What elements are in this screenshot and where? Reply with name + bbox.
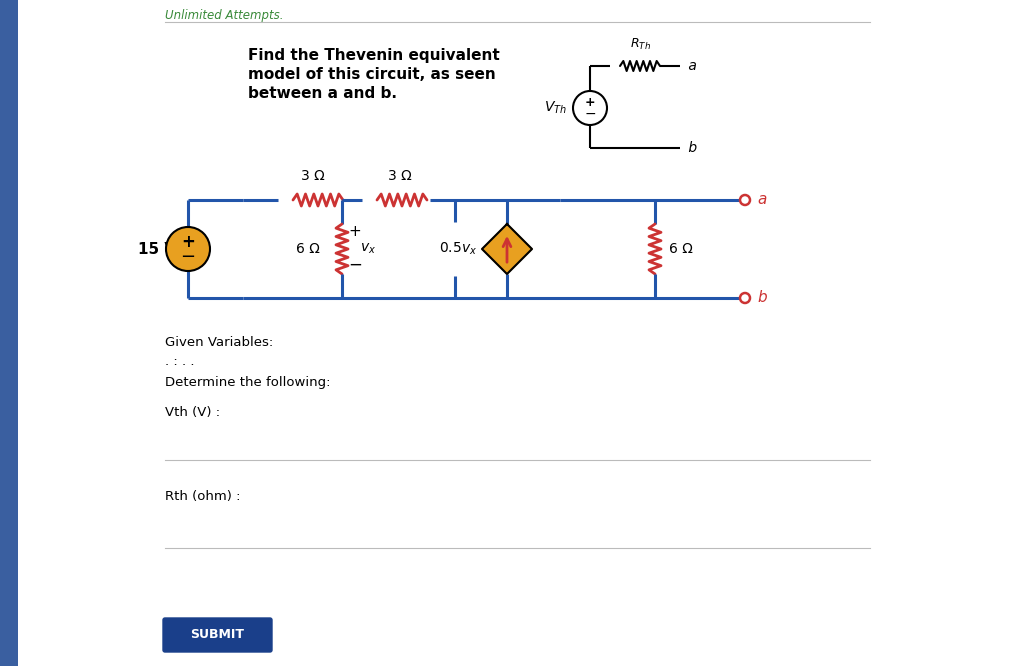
- Text: 6 Ω: 6 Ω: [296, 242, 319, 256]
- Text: . : . .: . : . .: [165, 355, 195, 368]
- Text: Unlimited Attempts.: Unlimited Attempts.: [165, 9, 284, 22]
- Text: 6 Ω: 6 Ω: [669, 242, 693, 256]
- Text: −: −: [348, 256, 361, 274]
- Text: 3 Ω: 3 Ω: [388, 169, 412, 183]
- Text: $v_x$: $v_x$: [360, 242, 376, 256]
- Text: −: −: [584, 107, 596, 121]
- Text: −: −: [180, 248, 196, 266]
- Text: between a and b.: between a and b.: [248, 86, 397, 101]
- FancyBboxPatch shape: [163, 618, 272, 652]
- Text: a: a: [757, 192, 766, 208]
- Text: $V_{Th}$: $V_{Th}$: [544, 100, 567, 116]
- Circle shape: [166, 227, 210, 271]
- Text: Determine the following:: Determine the following:: [165, 376, 331, 389]
- Text: model of this circuit, as seen: model of this circuit, as seen: [248, 67, 496, 82]
- Text: 15 V: 15 V: [138, 242, 176, 256]
- Text: b: b: [684, 141, 697, 155]
- Text: Find the Thevenin equivalent: Find the Thevenin equivalent: [248, 48, 500, 63]
- Text: SUBMIT: SUBMIT: [190, 629, 244, 641]
- Text: Rth (ohm) :: Rth (ohm) :: [165, 490, 241, 503]
- Circle shape: [573, 91, 607, 125]
- Circle shape: [740, 293, 750, 303]
- Text: Vth (V) :: Vth (V) :: [165, 406, 220, 419]
- Bar: [0, 0, 18, 666]
- Text: +: +: [181, 233, 195, 251]
- Text: Given Variables:: Given Variables:: [165, 336, 273, 349]
- Text: $0.5v_x$: $0.5v_x$: [439, 241, 477, 257]
- Text: +: +: [585, 97, 595, 109]
- Text: +: +: [348, 224, 360, 238]
- Text: $R_{Th}$: $R_{Th}$: [630, 37, 650, 52]
- Polygon shape: [482, 224, 532, 274]
- Text: 3 Ω: 3 Ω: [301, 169, 325, 183]
- Text: a: a: [684, 59, 697, 73]
- Circle shape: [740, 195, 750, 205]
- Text: b: b: [757, 290, 767, 306]
